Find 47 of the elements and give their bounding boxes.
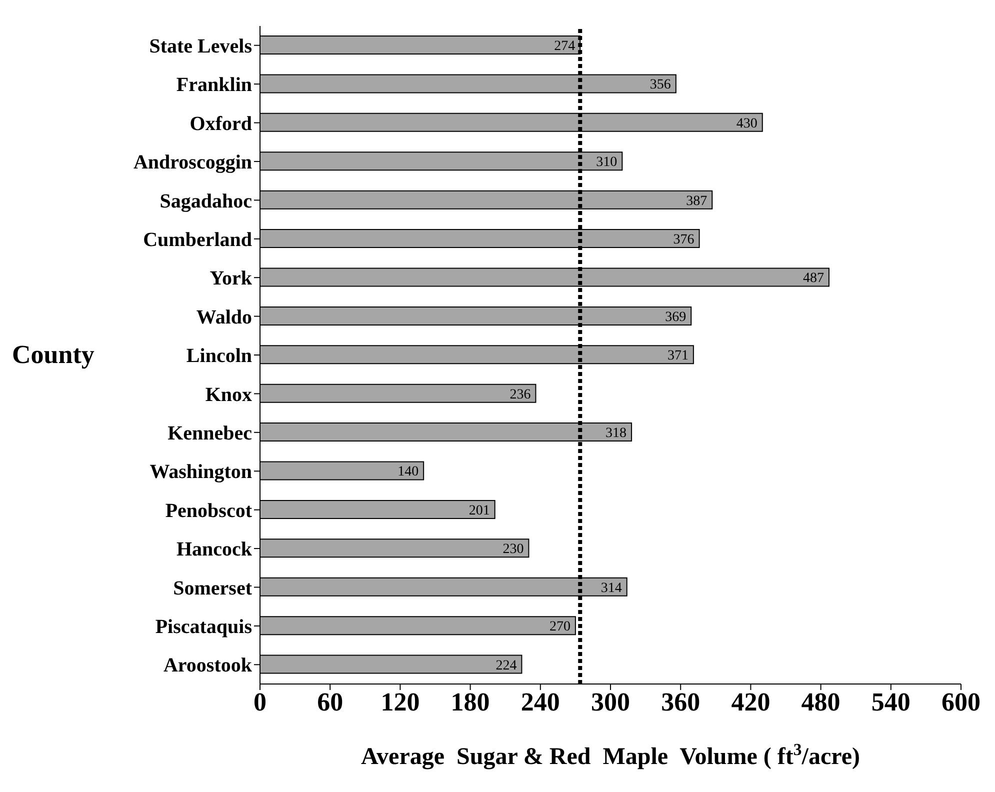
data-label: 270	[549, 620, 570, 635]
data-label: 230	[502, 542, 524, 558]
y-tick-label: York	[210, 268, 253, 290]
x-tick-label: 180	[450, 687, 490, 716]
x-tick-label: 240	[520, 687, 560, 716]
y-tick-label: Androscoggin	[133, 152, 252, 174]
data-label: 274	[554, 38, 576, 54]
data-label: 310	[596, 155, 618, 170]
y-tick-label: Lincoln	[186, 345, 252, 368]
data-label: 387	[686, 194, 708, 209]
x-tick-label: 120	[380, 687, 420, 716]
y-tick-label: Oxford	[190, 112, 252, 135]
data-label: 224	[496, 658, 517, 674]
y-tick-label: Waldo	[196, 306, 252, 328]
data-label: 201	[468, 503, 490, 518]
y-tick-label: Cumberland	[143, 228, 252, 251]
data-label: 140	[398, 464, 419, 480]
data-label: 376	[673, 232, 694, 248]
x-tick-label: 60	[317, 687, 344, 716]
y-tick-label: Kennebec	[168, 422, 252, 445]
x-axis-title: Average Sugar & Red Maple Volume ( ft$^{3}$/acre)	[361, 740, 860, 770]
data-label: 236	[510, 387, 531, 402]
data-label: 369	[665, 310, 686, 325]
y-tick-label: Knox	[205, 384, 252, 406]
data-label: 314	[600, 580, 622, 596]
x-tick-label: 540	[871, 687, 910, 716]
data-label: 356	[650, 78, 671, 93]
x-tick-label: 480	[801, 687, 840, 716]
x-tick-label: 600	[942, 687, 980, 716]
y-tick-label: Penobscot	[165, 500, 252, 522]
y-tick-label: Aroostook	[163, 654, 253, 677]
data-label: 371	[667, 348, 688, 364]
y-tick-label: Hancock	[176, 538, 253, 561]
x-tick-label: 300	[591, 687, 630, 716]
y-tick-label: Franklin	[176, 74, 252, 96]
y-tick-label: Washington	[150, 461, 252, 484]
x-tick-label: 420	[731, 687, 770, 716]
y-tick-label: Somerset	[173, 577, 252, 600]
y-tick-label: State Levels	[149, 35, 252, 58]
y-tick-label: Piscataquis	[155, 616, 252, 638]
data-label: 487	[802, 271, 824, 286]
data-label: 318	[606, 426, 627, 442]
x-tick-label: 360	[661, 687, 700, 716]
x-tick-label: 0	[254, 687, 266, 716]
data-label: 430	[736, 116, 758, 132]
y-tick-label: Sagadahoc	[160, 190, 252, 212]
y-axis-title: County	[12, 340, 94, 369]
